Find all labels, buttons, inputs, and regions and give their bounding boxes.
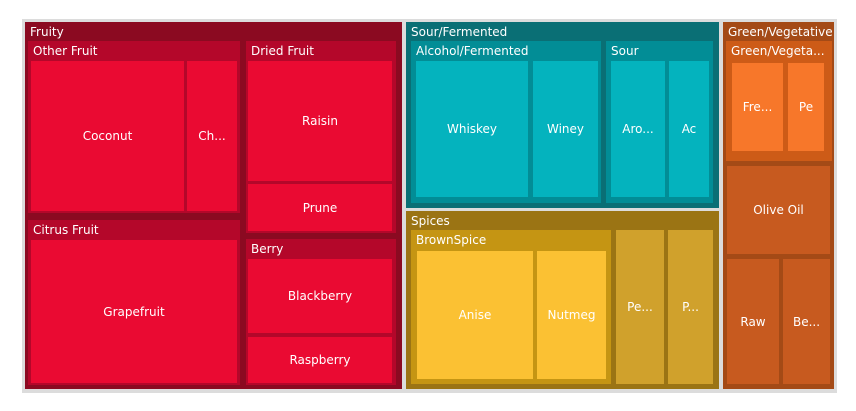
leaf-nutmeg[interactable]: Nutmeg <box>537 251 606 379</box>
subgroup-label: Dried Fruit <box>251 44 314 58</box>
treemap-root: Fruity Other Fruit Coconut Ch... Citrus Frui… <box>22 19 837 393</box>
leaf-winey[interactable]: Winey <box>533 61 598 197</box>
leaf-label: P... <box>682 300 699 314</box>
leaf-label: Anise <box>458 308 492 322</box>
leaf-label: Olive Oil <box>753 203 804 217</box>
leaf-peapod[interactable]: Pe <box>788 63 824 151</box>
leaf-anise[interactable]: Anise <box>417 251 533 379</box>
leaf-prune[interactable]: Prune <box>248 184 392 231</box>
group-label: Green/Vegetative <box>728 25 833 39</box>
leaf-label: Raspberry <box>289 353 351 367</box>
leaf-label: Prune <box>302 200 338 215</box>
leaf-raisin[interactable]: Raisin <box>248 61 392 181</box>
leaf-label: Raisin <box>302 114 338 128</box>
leaf-coconut[interactable]: Coconut <box>31 61 184 211</box>
leaf-pepper[interactable]: Pe... <box>616 230 664 384</box>
leaf-whiskey[interactable]: Whiskey <box>416 61 528 197</box>
leaf-label: Pe <box>798 100 814 114</box>
group-label: Spices <box>411 214 450 228</box>
leaf-label: Winey <box>546 122 585 136</box>
leaf-label: Coconut <box>82 129 133 143</box>
leaf-beany[interactable]: Be... <box>783 259 830 384</box>
leaf-cherry[interactable]: Ch... <box>187 61 237 211</box>
leaf-pungent[interactable]: P... <box>668 230 713 384</box>
subgroup-label: Berry <box>251 242 284 256</box>
leaf-label: Be... <box>792 314 821 329</box>
leaf-label: Ac <box>681 122 697 136</box>
leaf-raw[interactable]: Raw <box>727 259 779 384</box>
leaf-label: Nutmeg <box>547 308 596 322</box>
leaf-grapefruit[interactable]: Grapefruit <box>31 240 237 383</box>
leaf-acetic[interactable]: Ac <box>669 61 709 197</box>
group-label: Sour/Fermented <box>411 25 508 39</box>
leaf-label: Fre... <box>742 100 773 114</box>
leaf-label: Aro... <box>622 122 654 136</box>
leaf-label: Pe... <box>627 300 653 314</box>
leaf-label: Blackberry <box>287 289 353 303</box>
subgroup-label: Alcohol/Fermented <box>416 44 529 58</box>
leaf-label: Raw <box>740 314 766 329</box>
group-label: Fruity <box>30 25 64 39</box>
leaf-blackberry[interactable]: Blackberry <box>248 259 392 333</box>
leaf-label: Grapefruit <box>103 304 165 319</box>
leaf-fresh[interactable]: Fre... <box>732 63 783 151</box>
leaf-aromatic[interactable]: Aro... <box>611 61 665 197</box>
subgroup-label: Green/Vegeta... <box>731 44 825 58</box>
subgroup-label: Other Fruit <box>33 44 98 58</box>
subgroup-label: BrownSpice <box>416 233 487 247</box>
leaf-raspberry[interactable]: Raspberry <box>248 337 392 383</box>
leaf-olive-oil[interactable]: Olive Oil <box>727 166 830 254</box>
subgroup-label: Sour <box>611 44 639 58</box>
subgroup-label: Citrus Fruit <box>33 223 99 237</box>
leaf-label: Ch... <box>198 129 226 143</box>
leaf-label: Whiskey <box>446 122 498 136</box>
